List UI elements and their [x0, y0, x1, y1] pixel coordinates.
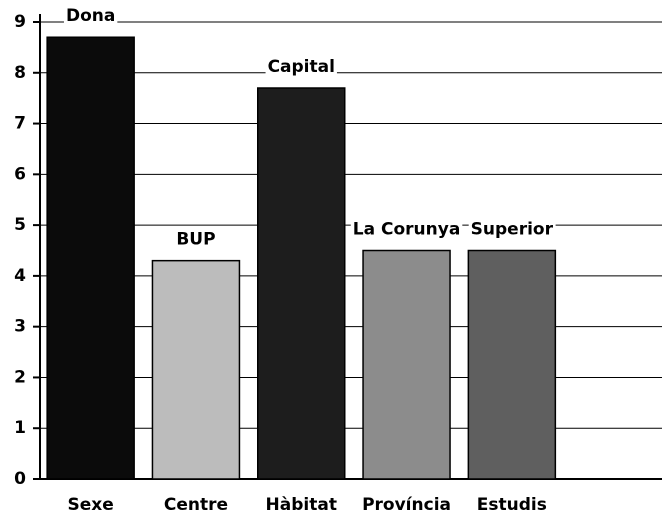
bar [257, 87, 346, 480]
bar-label-bg [468, 219, 556, 240]
y-tick-label: 6 [14, 164, 26, 184]
x-tick-label: Estudis [477, 495, 547, 515]
bar [467, 249, 557, 480]
y-tick-label: 7 [14, 114, 26, 134]
x-tick-label: Sexe [68, 495, 114, 515]
y-tick-label: 5 [14, 215, 26, 235]
bar-label: Capital [268, 57, 335, 77]
y-tick-label: 1 [14, 418, 26, 438]
bar-label-bg [63, 6, 118, 27]
y-tick-label: 2 [14, 367, 26, 387]
bar-label: BUP [176, 230, 215, 250]
bar [151, 259, 241, 480]
y-tick-label: 3 [14, 317, 26, 337]
bar [362, 249, 451, 480]
y-tick-label: 8 [14, 63, 26, 83]
bar [46, 36, 135, 480]
bar-label-bg [174, 229, 218, 250]
y-tick-label: 0 [14, 469, 26, 489]
y-tick-label: 4 [14, 266, 26, 286]
x-tick-label: Centre [164, 495, 228, 515]
bar-label: La Corunya [353, 220, 461, 240]
y-tick-label: 9 [14, 12, 26, 32]
x-tick-label: Província [362, 495, 451, 515]
bar-label: Dona [66, 6, 115, 26]
bar-label: Superior [471, 220, 554, 240]
bar-label-bg [350, 219, 463, 240]
x-tick-label: Hàbitat [266, 495, 337, 515]
bar-label-bg [265, 57, 337, 78]
